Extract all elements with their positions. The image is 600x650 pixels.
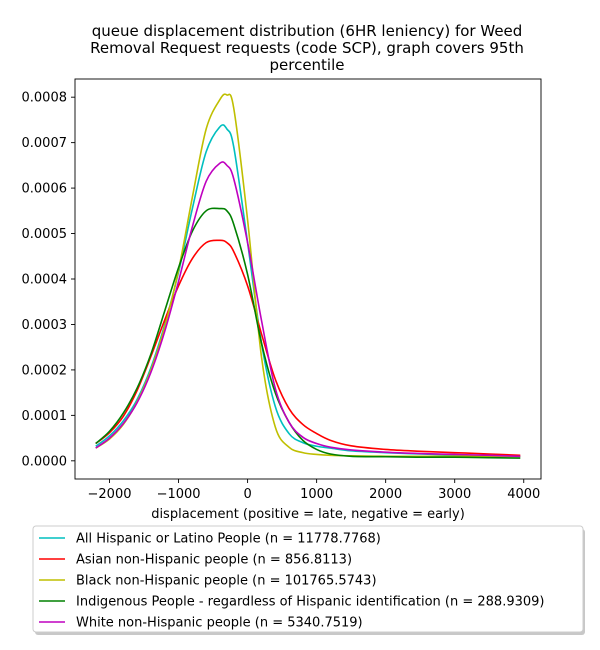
y-tick-label: 0.0004 xyxy=(22,273,68,288)
legend-entry: Indigenous People - regardless of Hispan… xyxy=(76,595,545,610)
legend-entry: All Hispanic or Latino People (n = 11778… xyxy=(76,532,381,547)
x-tick-label: 4000 xyxy=(507,487,540,502)
legend: All Hispanic or Latino People (n = 11778… xyxy=(32,525,585,635)
series-lines xyxy=(95,93,521,459)
legend-entry: White non-Hispanic people (n = 5340.7519… xyxy=(76,616,363,631)
series-line-3 xyxy=(95,207,521,459)
y-tick-label: 0.0001 xyxy=(22,409,68,424)
x-tick-label: 2000 xyxy=(369,487,402,502)
series-line-0 xyxy=(95,124,521,458)
series-line-2 xyxy=(95,93,521,458)
y-tick-label: 0.0005 xyxy=(22,227,68,242)
chart-title-line: queue displacement distribution (6HR len… xyxy=(92,22,523,40)
y-tick-label: 0.0000 xyxy=(22,454,68,469)
x-tick-label: 3000 xyxy=(438,487,471,502)
plot-area: −2000 −1000 0 1000 2000 3000 4000 0.0000 0.0001 0… xyxy=(22,78,542,522)
series-line-4 xyxy=(95,161,521,458)
chart-title: queue displacement distribution (6HR len… xyxy=(90,22,524,74)
chart-title-line: Removal Request requests (code SCP), gra… xyxy=(90,39,524,57)
chart-title-line: percentile xyxy=(269,56,344,74)
y-tick-label: 0.0002 xyxy=(22,363,68,378)
y-tick-label: 0.0006 xyxy=(22,182,68,197)
legend-entry: Black non-Hispanic people (n = 101765.57… xyxy=(76,574,377,589)
legend-box xyxy=(32,525,584,633)
y-tick-label: 0.0008 xyxy=(22,91,68,106)
y-tick-label: 0.0003 xyxy=(22,318,68,333)
x-tick-label: −2000 xyxy=(88,487,132,502)
y-tick-label: 0.0007 xyxy=(22,136,68,151)
x-axis-label: displacement (positive = late, negative … xyxy=(151,507,465,522)
x-tick-label: 1000 xyxy=(300,487,333,502)
x-tick-label: 0 xyxy=(243,487,251,502)
x-tick-label: −1000 xyxy=(157,487,201,502)
legend-entry: Asian non-Hispanic people (n = 856.8113) xyxy=(76,553,352,568)
axes-frame xyxy=(74,78,542,480)
